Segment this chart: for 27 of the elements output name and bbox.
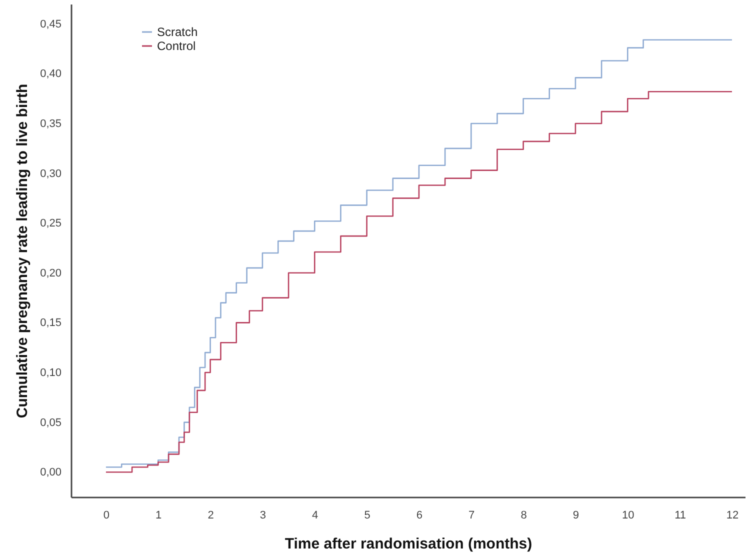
x-tick-label: 10	[622, 510, 634, 522]
y-tick-label: 0,45	[40, 18, 62, 30]
y-tick-label: 0,25	[40, 218, 62, 230]
x-tick-label: 7	[468, 510, 475, 522]
y-axis-title: Cumulative pregnancy rate leading to live birth	[14, 84, 32, 418]
x-tick-label: 1	[156, 510, 162, 522]
x-tick-label: 0	[103, 510, 110, 522]
x-tick-label: 2	[208, 510, 214, 522]
y-tick-label: 0,30	[40, 168, 62, 180]
y-tick-label: 0,15	[40, 317, 62, 330]
x-tick-label: 9	[572, 510, 580, 522]
y-tick-label: 0,35	[40, 118, 62, 130]
x-axis-title: Time after randomisation (months)	[284, 536, 532, 552]
x-tick-label: 8	[520, 510, 527, 522]
x-tick-label: 11	[674, 510, 686, 522]
y-tick-label: 0,05	[40, 416, 62, 429]
x-tick-label: 12	[726, 510, 739, 522]
y-tick-label: 0,20	[40, 267, 62, 280]
x-tick-label: 3	[260, 510, 266, 522]
x-tick-label: 4	[312, 510, 318, 522]
x-tick-label: 6	[416, 510, 423, 522]
y-tick-label: 0,40	[40, 68, 62, 80]
legend-label: Scratch	[157, 25, 198, 39]
y-tick-label: 0,00	[40, 466, 62, 479]
legend-label: Control	[157, 39, 196, 53]
y-tick-label: 0,10	[40, 367, 62, 380]
x-tick-label: 5	[364, 510, 370, 522]
